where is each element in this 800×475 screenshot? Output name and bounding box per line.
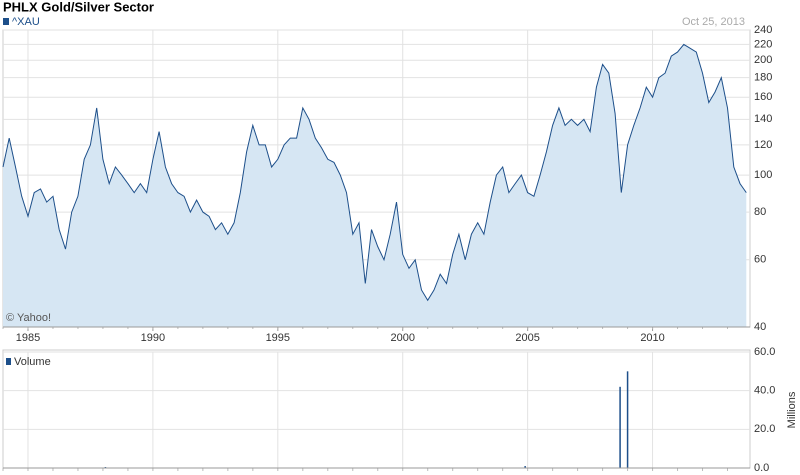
y-tick-label: 60 xyxy=(754,254,766,266)
x-tick-label: 1985 xyxy=(16,332,40,344)
legend-swatch xyxy=(3,18,9,25)
y-tick-label: 40.0 xyxy=(754,385,775,397)
x-tick-label: 2010 xyxy=(640,332,664,344)
y-tick-label: 40 xyxy=(754,321,766,333)
chart-title: PHLX Gold/Silver Sector xyxy=(3,0,154,14)
bar xyxy=(619,386,621,468)
y-tick-label: 160 xyxy=(754,91,772,103)
credit: © Yahoo! xyxy=(6,312,51,324)
x-tick-label: 1990 xyxy=(141,332,165,344)
x-tick-label: 1995 xyxy=(266,332,290,344)
plot-area xyxy=(2,349,751,469)
y-tick-label: 200 xyxy=(754,54,772,66)
y-axis-label: Millions xyxy=(786,391,798,428)
y-tick-label: 60.0 xyxy=(754,346,775,358)
date-label: Oct 25, 2013 xyxy=(682,16,745,28)
legend-swatch xyxy=(6,358,11,365)
bar xyxy=(524,466,526,468)
x-tick-label: 2000 xyxy=(390,332,414,344)
bar xyxy=(626,371,629,468)
y-tick-label: 240 xyxy=(754,24,772,36)
y-tick-label: 80 xyxy=(754,206,766,218)
y-tick-label: 220 xyxy=(754,38,772,50)
y-tick-label: 140 xyxy=(754,113,772,125)
line xyxy=(2,43,747,302)
x-tick-label: 2005 xyxy=(515,332,539,344)
y-tick-label: 120 xyxy=(754,139,772,151)
legend-label: Volume xyxy=(14,356,51,368)
y-tick-label: 180 xyxy=(754,72,772,84)
y-tick-label: 20.0 xyxy=(754,423,775,435)
area xyxy=(3,44,747,328)
legend-label: ^XAU xyxy=(12,16,40,28)
y-tick-label: 100 xyxy=(754,169,772,181)
y-tick-label: 0.0 xyxy=(754,462,769,474)
